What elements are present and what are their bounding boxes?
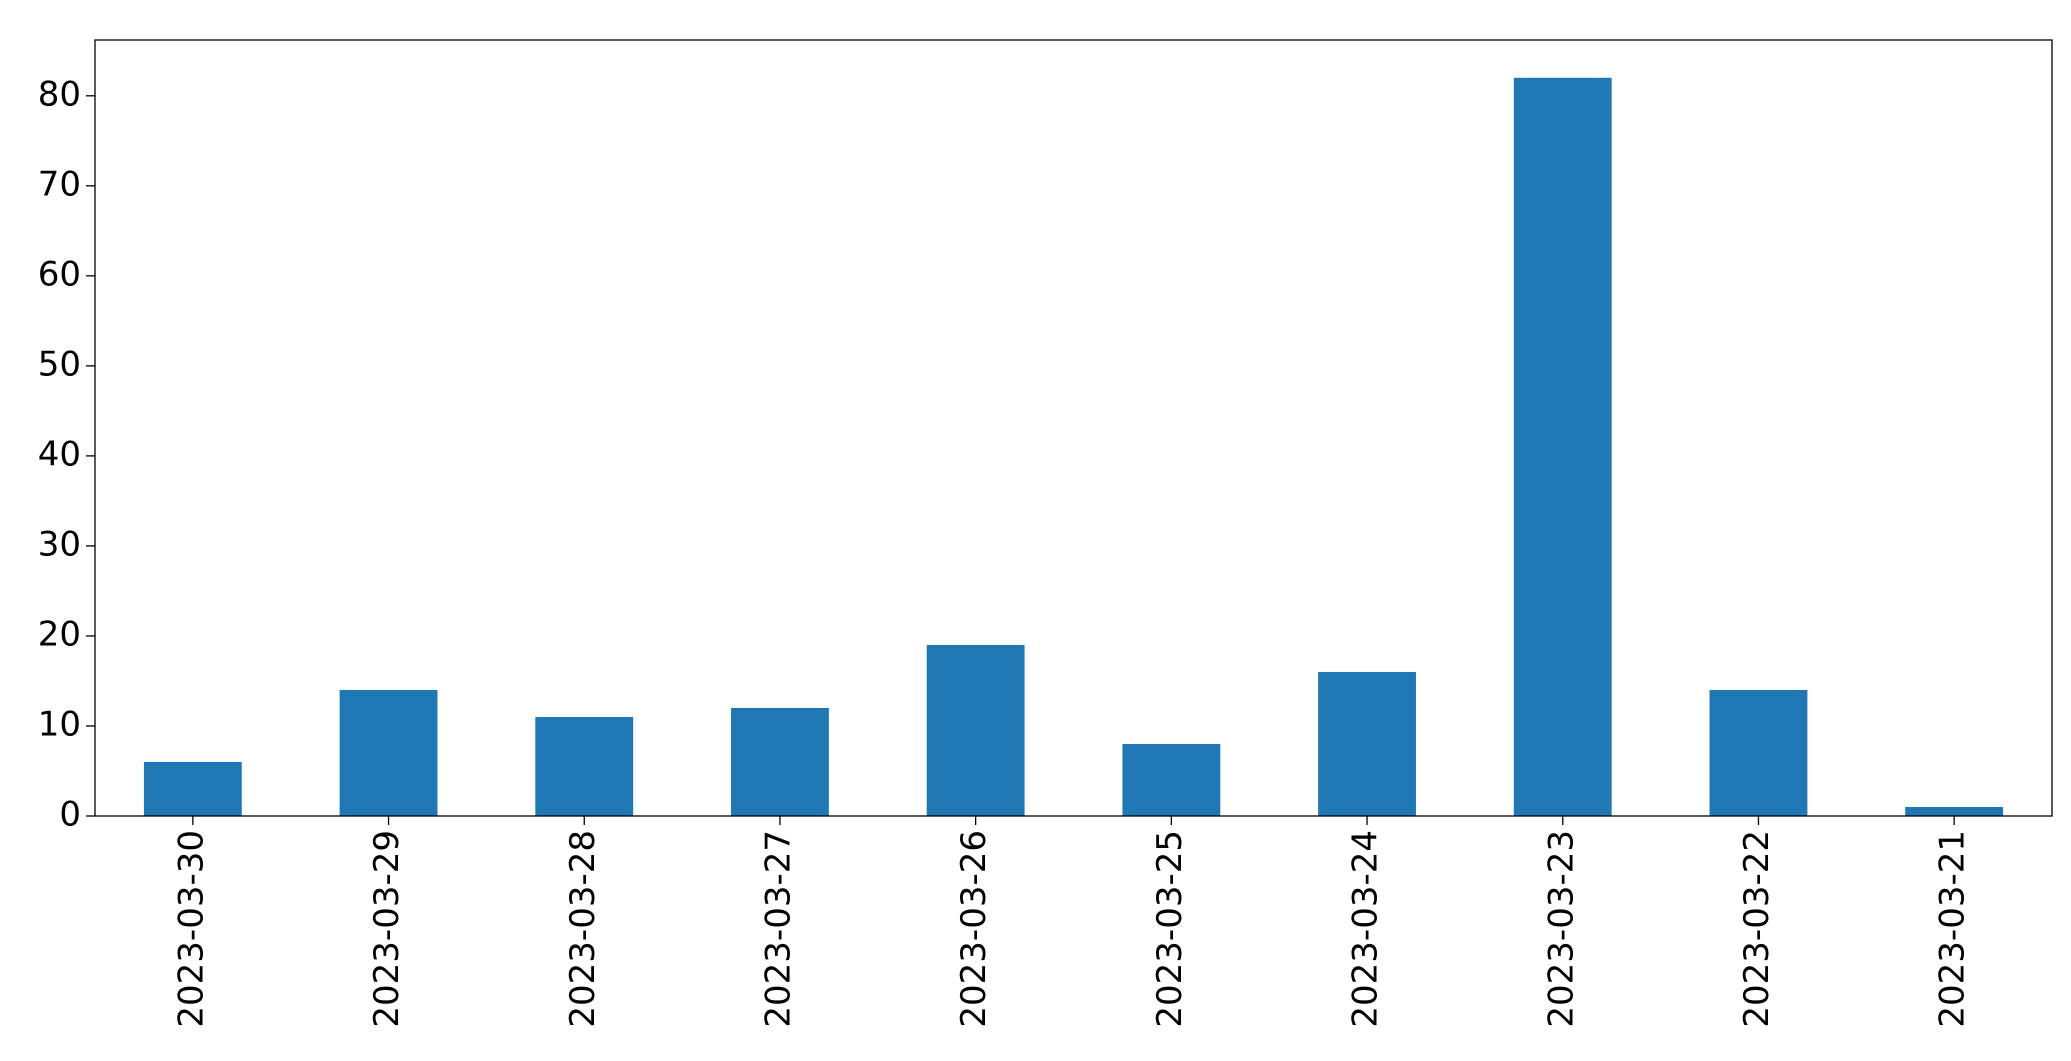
- bar: [535, 716, 634, 816]
- y-tick-label: 50: [38, 344, 81, 384]
- bar: [1318, 671, 1416, 816]
- bar: [143, 761, 242, 816]
- bar: [926, 644, 1025, 816]
- plot-frame: [94, 39, 2053, 817]
- x-tick-label: 2023-03-26: [954, 830, 994, 1028]
- bar: [1122, 743, 1221, 816]
- y-tick-label: 80: [38, 74, 81, 114]
- y-tick-label: 70: [38, 164, 81, 204]
- bar: [731, 707, 829, 816]
- bar: [1709, 689, 1808, 816]
- y-tick-label: 20: [38, 614, 81, 654]
- x-tick-label: 2023-03-23: [1541, 830, 1581, 1028]
- bar: [1905, 806, 2004, 816]
- y-tick-label: 0: [59, 795, 81, 835]
- bar: [1513, 77, 1612, 816]
- x-tick-label: 2023-03-22: [1737, 830, 1777, 1028]
- x-tick-label: 2023-03-25: [1150, 830, 1190, 1028]
- x-tick-label: 2023-03-29: [367, 830, 407, 1028]
- bar: [339, 689, 438, 816]
- y-tick-label: 30: [38, 524, 81, 564]
- x-tick-label: 2023-03-21: [1933, 830, 1973, 1028]
- x-tick-label: 2023-03-27: [758, 830, 798, 1028]
- x-tick-label: 2023-03-24: [1346, 830, 1386, 1028]
- y-tick-label: 40: [38, 434, 81, 474]
- x-tick-label: 2023-03-30: [171, 830, 211, 1028]
- y-tick-label: 10: [38, 704, 81, 744]
- y-tick-label: 60: [38, 254, 81, 294]
- x-tick-label: 2023-03-28: [563, 830, 603, 1028]
